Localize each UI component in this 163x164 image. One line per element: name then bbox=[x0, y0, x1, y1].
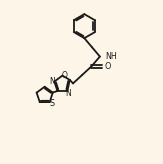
Text: N: N bbox=[49, 77, 55, 86]
Text: N: N bbox=[65, 89, 71, 98]
Text: S: S bbox=[49, 99, 54, 108]
Text: O: O bbox=[62, 71, 68, 80]
Text: NH: NH bbox=[105, 52, 117, 61]
Text: O: O bbox=[104, 62, 111, 71]
